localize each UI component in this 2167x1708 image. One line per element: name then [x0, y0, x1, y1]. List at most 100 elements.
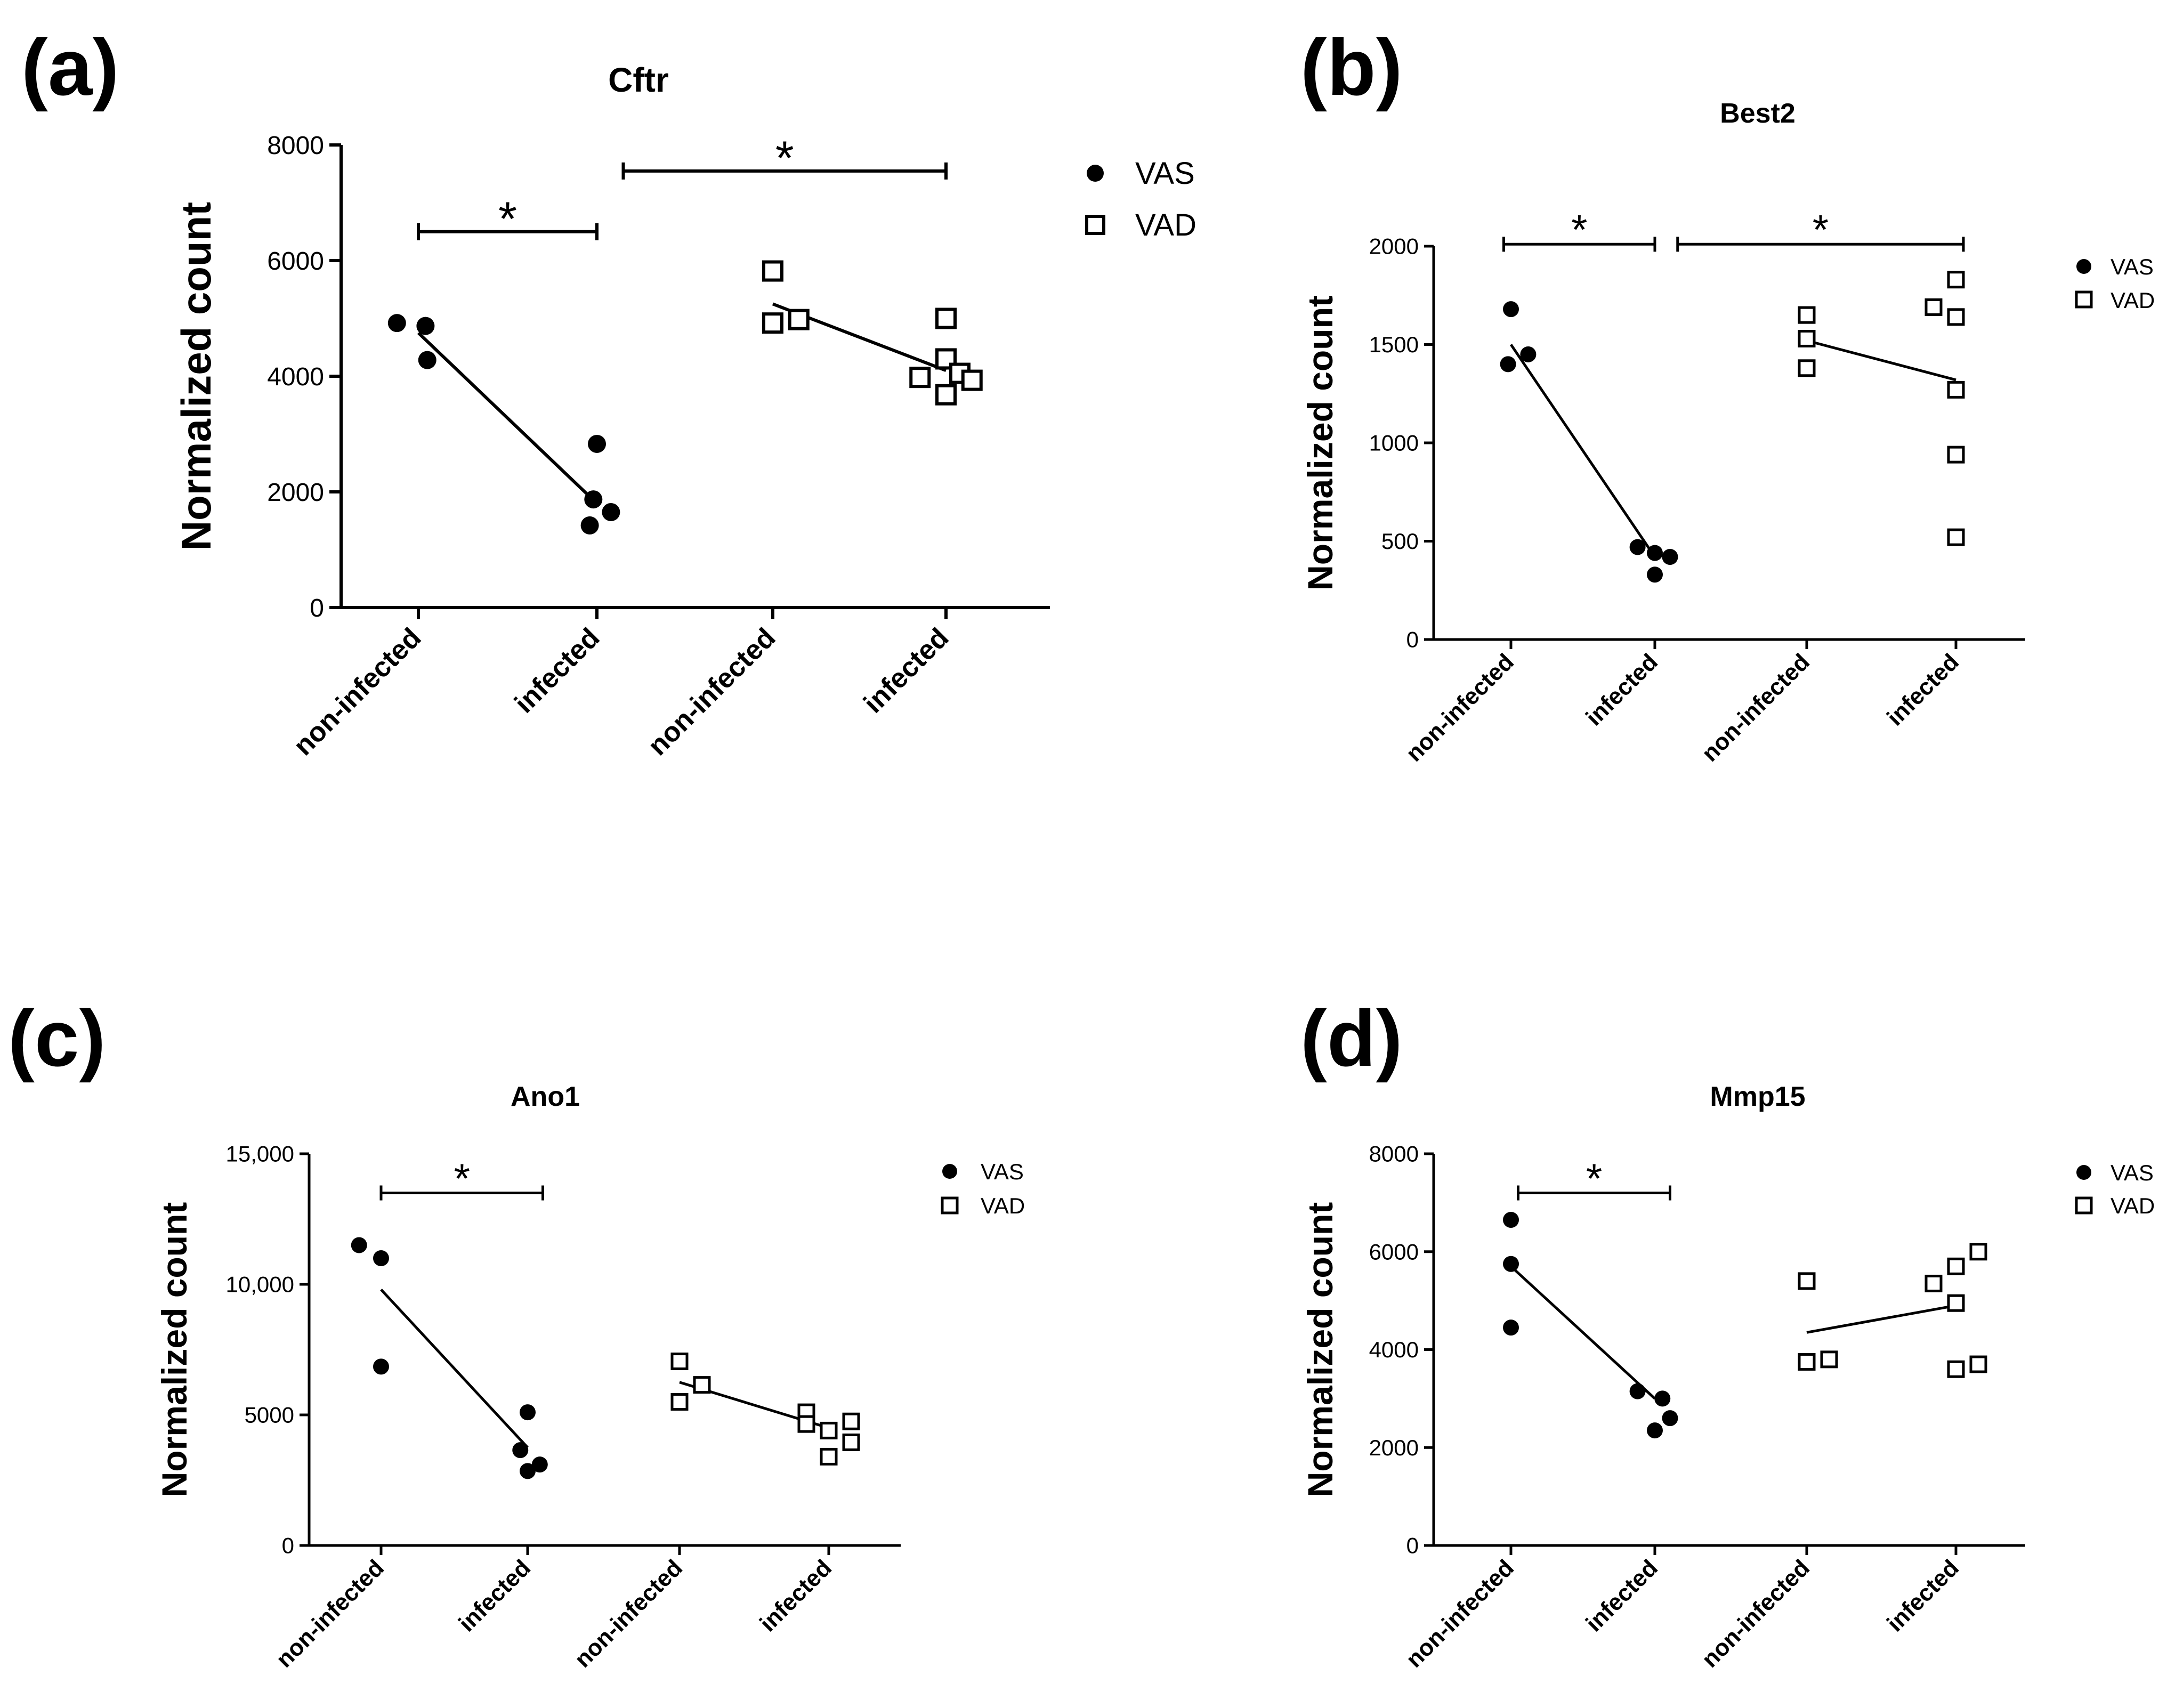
legend-vas-marker-b — [2076, 259, 2091, 274]
legend-vas-marker-a — [1087, 165, 1104, 182]
data-point-vas — [373, 1250, 389, 1266]
data-point-vad — [762, 260, 783, 282]
y-tick-label: 0 — [310, 594, 324, 622]
legend-vad-marker-c — [941, 1196, 959, 1215]
legend-vas-label-c: VAS — [981, 1159, 1024, 1184]
data-point-vad — [842, 1433, 860, 1451]
y-tick-label: 500 — [1381, 529, 1419, 554]
data-point-vas — [1503, 1256, 1519, 1272]
data-point-vad — [1947, 1294, 1965, 1312]
data-point-vas — [1629, 539, 1646, 555]
data-point-vas — [580, 516, 599, 535]
legend-b: VAS VAD — [2075, 254, 2155, 313]
data-point-vas — [373, 1358, 389, 1375]
data-point-vad — [788, 309, 810, 330]
data-point-vad — [1969, 1355, 1987, 1373]
data-point-vas — [351, 1237, 367, 1253]
data-point-vas — [531, 1456, 548, 1473]
y-tick-label: 4000 — [267, 363, 324, 391]
legend-vas-marker-d — [2076, 1165, 2091, 1180]
y-tick-label: 4000 — [1369, 1337, 1419, 1362]
data-point-vad — [842, 1412, 860, 1430]
legend-vad-label-c: VAD — [981, 1193, 1025, 1218]
y-tick-label: 2000 — [267, 479, 324, 507]
data-point-vad — [1798, 329, 1816, 347]
data-point-vas — [520, 1463, 536, 1479]
data-point-vad — [1969, 1243, 1987, 1261]
data-point-vad — [1798, 1353, 1816, 1371]
y-tick-label: 15,000 — [226, 1142, 294, 1167]
data-point-vad — [1925, 1274, 1943, 1292]
legend-vad-marker-a — [1085, 215, 1105, 235]
data-point-vad — [1947, 446, 1965, 464]
chart-title-a: Cftr — [608, 61, 669, 99]
panel-letter-d: (d) — [1300, 993, 1403, 1083]
y-tick-label: 0 — [1406, 1533, 1419, 1558]
data-point-vas — [1503, 301, 1519, 318]
data-point-vad — [1798, 1272, 1816, 1290]
data-point-vad — [693, 1376, 711, 1394]
data-point-vad — [670, 1353, 689, 1371]
trend-line-vas — [1509, 344, 1656, 558]
legend-vad-label-d: VAD — [2111, 1193, 2155, 1218]
legend-vad-marker-b — [2075, 290, 2093, 309]
data-point-vad — [670, 1393, 689, 1411]
data-point-vas — [1647, 1422, 1663, 1439]
data-point-vad — [935, 384, 957, 406]
y-tick-label: 8000 — [267, 132, 324, 160]
y-tick-label: 6000 — [267, 247, 324, 276]
y-tick-label: 8000 — [1369, 1142, 1419, 1167]
legend-c: VAS VAD — [941, 1159, 1025, 1218]
legend-vas-label-b: VAS — [2111, 254, 2154, 279]
y-tick-label: 1000 — [1369, 431, 1419, 456]
data-point-vad — [1947, 1360, 1965, 1378]
data-point-vad — [961, 369, 983, 391]
chart-title-b: Best2 — [1720, 98, 1796, 129]
data-point-vad — [1947, 1257, 1965, 1275]
data-point-vad — [820, 1421, 838, 1439]
data-point-vas — [1662, 1410, 1678, 1427]
trend-line-vas — [1510, 1265, 1656, 1400]
data-point-vas — [1503, 1320, 1519, 1336]
data-point-vad — [1947, 271, 1965, 289]
data-point-vas — [1500, 356, 1516, 373]
y-tick-label: 1500 — [1369, 332, 1419, 357]
legend-vas-marker-c — [942, 1164, 957, 1179]
legend-a: VAS VAD — [1085, 156, 1196, 242]
y-tick-label: 10,000 — [226, 1272, 294, 1297]
legend-vas-label-a: VAS — [1135, 156, 1195, 191]
data-point-vas — [1662, 549, 1678, 565]
data-point-vad — [1820, 1350, 1838, 1369]
y-tick-label: 5000 — [245, 1403, 294, 1428]
data-point-vad — [1925, 298, 1943, 316]
data-point-vas — [588, 434, 606, 453]
data-point-vas — [1647, 545, 1663, 561]
data-point-vas — [1647, 566, 1663, 583]
significance-star: * — [1571, 206, 1587, 253]
data-point-vas — [584, 490, 603, 509]
trend-line-vas — [380, 1289, 529, 1448]
data-point-vad — [820, 1447, 838, 1466]
trend-line-vad — [1806, 339, 1956, 382]
y-axis-title: Normalized count — [1300, 1202, 1340, 1497]
y-axis-title: Normalized count — [173, 202, 220, 551]
panel-letter-a: (a) — [21, 22, 119, 112]
legend-vas-label-d: VAS — [2111, 1160, 2154, 1185]
legend-vad-label-b: VAD — [2111, 288, 2155, 313]
data-point-vad — [1798, 359, 1816, 377]
chart-title-c: Ano1 — [511, 1081, 580, 1112]
data-point-vad — [909, 367, 931, 388]
data-point-vad — [1947, 381, 1965, 399]
significance-star: * — [1813, 206, 1829, 253]
data-point-vas — [418, 351, 436, 369]
data-point-vad — [1947, 528, 1965, 546]
legend-d: VAS VAD — [2075, 1160, 2155, 1218]
data-point-vas — [416, 317, 435, 335]
panel-letter-c: (c) — [8, 993, 106, 1083]
y-tick-label: 0 — [282, 1533, 294, 1558]
significance-star: * — [454, 1155, 470, 1202]
y-tick-label: 0 — [1406, 627, 1419, 652]
data-point-vas — [1503, 1212, 1519, 1228]
significance-star: * — [775, 132, 794, 185]
